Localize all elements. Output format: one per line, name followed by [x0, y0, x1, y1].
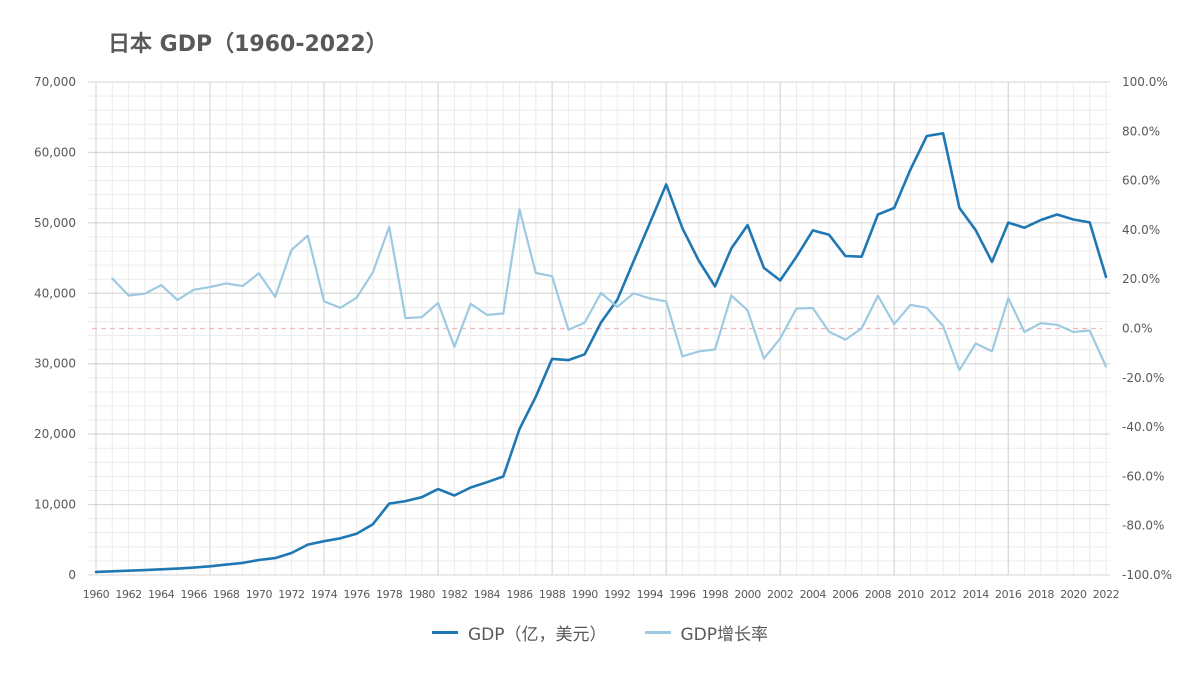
x-tick-label: 1988: [539, 588, 566, 601]
x-tick-label: 1962: [115, 588, 141, 601]
x-tick-label: 2002: [767, 588, 793, 601]
legend-label-growth: GDP增长率: [680, 625, 769, 645]
x-tick-label: 2010: [897, 588, 924, 601]
x-tick-label: 1990: [572, 588, 599, 601]
x-tick-label: 2016: [995, 588, 1022, 601]
x-tick-label: 1992: [604, 588, 630, 601]
x-tick-label: 1998: [702, 588, 729, 601]
x-tick-label: 1968: [213, 588, 240, 601]
legend: GDP（亿，美元） GDP增长率: [0, 620, 1200, 645]
chart-title: 日本 GDP（1960-2022）: [108, 32, 388, 57]
y-left-tick-label: 10,000: [34, 498, 76, 512]
y-right-tick-label: -60.0%: [1122, 469, 1164, 483]
y-right-tick-label: 100.0%: [1122, 75, 1168, 89]
y-right-tick-label: 20.0%: [1122, 272, 1160, 286]
y-left-tick-label: 30,000: [34, 357, 76, 371]
x-tick-label: 1980: [409, 588, 436, 601]
x-tick-label: 1996: [669, 588, 696, 601]
x-tick-label: 2000: [734, 588, 761, 601]
y-right-tick-label: 0.0%: [1122, 322, 1153, 336]
legend-swatch-growth: [644, 631, 671, 634]
y-right-tick-label: -80.0%: [1122, 519, 1164, 533]
x-tick-label: 2004: [800, 588, 827, 601]
series-line-gdp: [94, 132, 1108, 574]
x-tick-label: 2022: [1093, 588, 1119, 601]
y-right-tick-label: -100.0%: [1122, 568, 1172, 582]
y-left-tick-label: 60,000: [34, 145, 76, 159]
y-left-tick-label: 20,000: [34, 427, 76, 441]
legend-item-gdp: GDP（亿，美元）: [431, 620, 607, 645]
y-left-tick-label: 0: [68, 568, 76, 582]
x-tick-label: 2018: [1028, 588, 1055, 601]
legend-swatch-gdp: [431, 631, 458, 634]
legend-item-growth: GDP增长率: [644, 620, 769, 645]
x-tick-label: 2014: [962, 588, 989, 601]
x-tick-label: 2008: [865, 588, 892, 601]
x-tick-label: 1972: [278, 588, 304, 601]
x-tick-label: 1986: [506, 588, 533, 601]
y-right-tick-label: -40.0%: [1122, 420, 1164, 434]
x-tick-label: 2012: [930, 588, 956, 601]
y-right-tick-label: 40.0%: [1122, 223, 1160, 237]
x-tick-label: 1974: [311, 588, 338, 601]
x-tick-label: 1960: [83, 588, 110, 601]
y-right-tick-label: 60.0%: [1122, 174, 1160, 188]
x-tick-label: 1984: [474, 588, 501, 601]
x-tick-label: 1970: [246, 588, 273, 601]
x-tick-label: 1978: [376, 588, 403, 601]
y-left-tick-label: 70,000: [34, 75, 76, 89]
x-tick-label: 1966: [181, 588, 208, 601]
y-left-tick-label: 40,000: [34, 286, 76, 300]
x-tick-label: 2020: [1060, 588, 1087, 601]
x-tick-label: 1982: [441, 588, 467, 601]
y-left-tick-label: 50,000: [34, 216, 76, 230]
series-line-growth: [111, 208, 1108, 372]
x-tick-label: 2006: [832, 588, 859, 601]
x-tick-label: 1976: [343, 588, 370, 601]
y-right-tick-label: 80.0%: [1122, 124, 1160, 138]
y-right-tick-label: -20.0%: [1122, 371, 1164, 385]
legend-label-gdp: GDP（亿，美元）: [467, 625, 607, 645]
x-tick-label: 1964: [148, 588, 175, 601]
x-tick-label: 1994: [637, 588, 664, 601]
